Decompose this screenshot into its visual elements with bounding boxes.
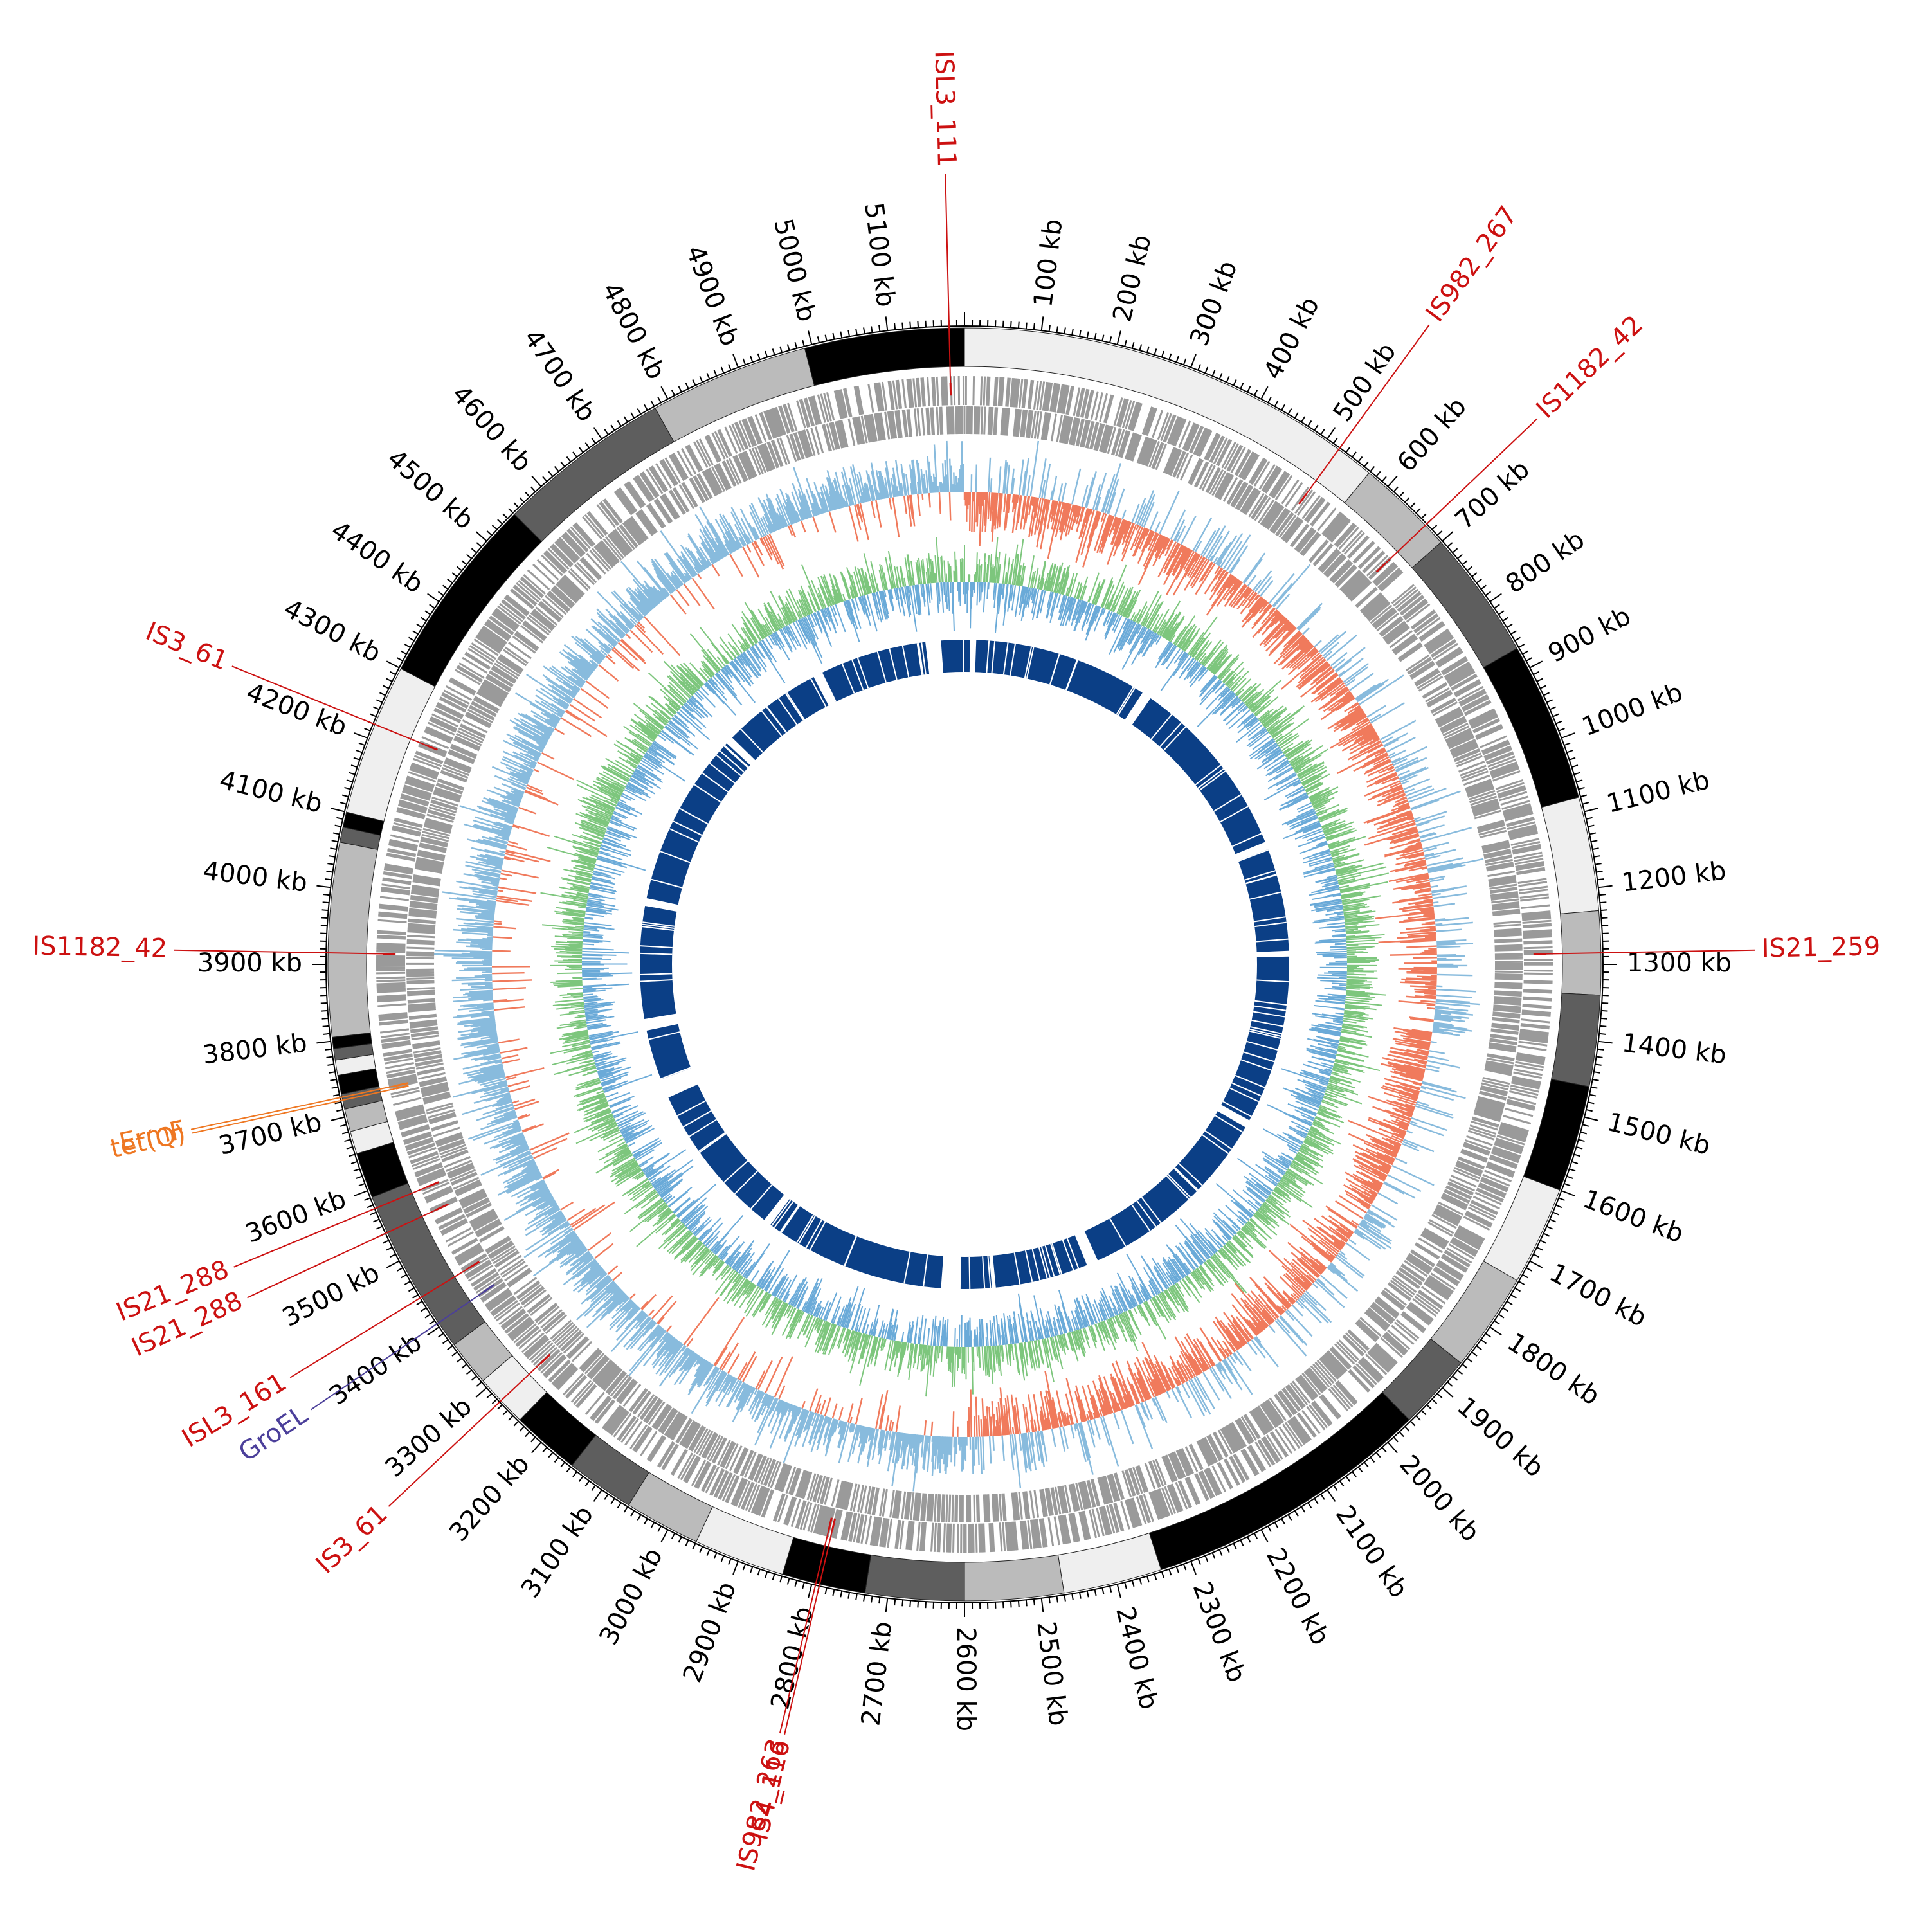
tick-label-4500: 4500 kb: [381, 444, 480, 536]
tick-label-1500: 1500 kb: [1604, 1107, 1713, 1161]
tick-label-2000: 2000 kb: [1393, 1449, 1485, 1548]
tick-label-3900: 3900 kb: [197, 948, 302, 978]
tick-label-3700: 3700 kb: [216, 1107, 325, 1161]
tick-label-2300: 2300 kb: [1187, 1578, 1252, 1686]
tick-label-2100: 2100 kb: [1330, 1500, 1413, 1603]
tick-label-5000: 5000 kb: [768, 216, 822, 325]
tick-label-4900: 4900 kb: [680, 242, 745, 350]
annotation-label-14: IS3_61: [141, 617, 232, 676]
tick-label-1000: 1000 kb: [1578, 678, 1687, 743]
tick-label-4000: 4000 kb: [201, 856, 309, 898]
contig-segment-12: [1058, 1533, 1161, 1593]
tick-label-800: 800 kb: [1500, 525, 1589, 599]
tick-label-1100: 1100 kb: [1604, 765, 1712, 819]
contig-ring: [328, 328, 1601, 1601]
tick-label-4400: 4400 kb: [325, 516, 428, 599]
annotation-label-13: IS1182_42: [32, 932, 168, 964]
tick-label-4300: 4300 kb: [279, 593, 386, 669]
tick-label-1200: 1200 kb: [1620, 856, 1727, 898]
ruler-ticks: [312, 312, 1617, 1617]
tick-label-1300: 1300 kb: [1627, 948, 1732, 978]
contig-segment-38: [804, 328, 964, 386]
gc-skew-negative: [492, 492, 1437, 1437]
tick-label-3200: 3200 kb: [444, 1449, 536, 1548]
homology-track: [640, 636, 1292, 1292]
tick-label-2200: 2200 kb: [1260, 1543, 1336, 1650]
tick-label-4200: 4200 kb: [242, 678, 351, 743]
tick-label-4700: 4700 kb: [518, 324, 601, 427]
tick-label-2400: 2400 kb: [1110, 1603, 1164, 1712]
tick-label-600: 600 kb: [1391, 392, 1472, 478]
annotation-label-1: IS982_267: [1420, 201, 1524, 327]
gc-content-low: [582, 582, 1347, 1347]
contig-segment-31: [328, 842, 377, 1038]
tick-label-1900: 1900 kb: [1451, 1391, 1550, 1483]
tick-label-1700: 1700 kb: [1544, 1258, 1651, 1333]
tick-label-1800: 1800 kb: [1502, 1328, 1605, 1411]
tick-label-3400: 3400 kb: [324, 1328, 427, 1411]
tick-label-3800: 3800 kb: [201, 1028, 309, 1070]
contig-segment-1: [1345, 473, 1441, 568]
tick-label-2500: 2500 kb: [1031, 1620, 1073, 1727]
contig-segment-6: [1552, 993, 1600, 1087]
annotation-label-0: ISL3_111: [929, 51, 961, 168]
tick-label-700: 700 kb: [1449, 455, 1535, 536]
tick-label-300: 300 kb: [1184, 257, 1244, 350]
tick-label-2600: 2600 kb: [951, 1627, 981, 1731]
annotation-label-6: IS3_61: [311, 1499, 394, 1580]
tick-label-1600: 1600 kb: [1579, 1184, 1688, 1249]
position-ruler: [312, 312, 1617, 1617]
annotation-label-2: IS1182_42: [1530, 310, 1649, 424]
tick-label-400: 400 kb: [1258, 293, 1326, 384]
tick-label-100: 100 kb: [1028, 217, 1068, 309]
tick-label-3600: 3600 kb: [242, 1184, 350, 1249]
tick-label-2900: 2900 kb: [678, 1578, 743, 1686]
tick-label-4600: 4600 kb: [446, 379, 538, 478]
tick-label-2700: 2700 kb: [856, 1620, 898, 1727]
tick-label-900: 900 kb: [1543, 601, 1635, 669]
tick-label-4800: 4800 kb: [596, 278, 671, 384]
homology-gap-7: [941, 1253, 961, 1292]
contig-segment-13: [964, 1555, 1064, 1601]
annotation-label-12: ErmF: [116, 1115, 187, 1157]
tick-label-3100: 3100 kb: [516, 1500, 599, 1603]
tick-label-1400: 1400 kb: [1620, 1028, 1728, 1070]
contig-segment-14: [865, 1555, 964, 1601]
annotation-label-3: IS21_259: [1761, 932, 1880, 963]
tick-label-4100: 4100 kb: [217, 765, 325, 819]
tick-label-3500: 3500 kb: [278, 1258, 385, 1333]
tick-label-200: 200 kb: [1107, 231, 1157, 325]
contig-segment-4: [1541, 797, 1598, 914]
tick-label-3000: 3000 kb: [593, 1543, 669, 1650]
tick-label-5100: 5100 kb: [858, 201, 900, 309]
